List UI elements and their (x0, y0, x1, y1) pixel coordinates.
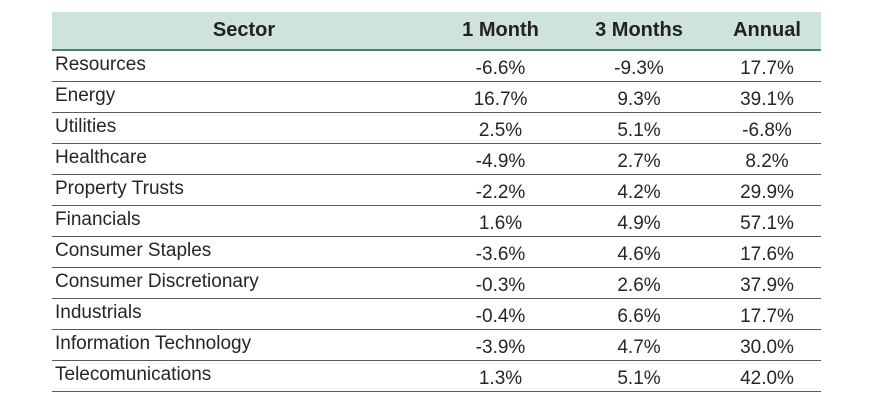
one-month-cell: -4.9% (436, 143, 565, 175)
sector-cell: Utilities (52, 112, 436, 144)
table-row: Consumer Staples -3.6% 4.6% 17.6% (52, 236, 821, 268)
one-month-cell: -3.9% (436, 329, 565, 361)
three-months-cell: 2.6% (565, 267, 713, 299)
sector-cell: Industrials (52, 298, 436, 330)
three-months-cell: 2.7% (565, 143, 713, 175)
table-row: Property Trusts -2.2% 4.2% 29.9% (52, 174, 821, 206)
one-month-cell: -0.3% (436, 267, 565, 299)
three-months-cell: 4.6% (565, 236, 713, 268)
sector-cell: Property Trusts (52, 174, 436, 206)
table-body: Resources -6.6% -9.3% 17.7% Energy 16.7%… (52, 50, 821, 392)
sector-cell: Consumer Discretionary (52, 267, 436, 299)
annual-cell: 17.7% (713, 298, 821, 330)
table-row: Industrials -0.4% 6.6% 17.7% (52, 298, 821, 330)
three-months-cell: 5.1% (565, 360, 713, 392)
sector-cell: Energy (52, 81, 436, 113)
three-months-cell: 5.1% (565, 112, 713, 144)
column-header-annual: Annual (713, 12, 821, 51)
sector-cell: Telecomunications (52, 360, 436, 392)
one-month-cell: 1.6% (436, 205, 565, 237)
three-months-cell: 6.6% (565, 298, 713, 330)
table-row: Information Technology -3.9% 4.7% 30.0% (52, 329, 821, 361)
table-row: Telecomunications 1.3% 5.1% 42.0% (52, 360, 821, 392)
annual-cell: 37.9% (713, 267, 821, 299)
annual-cell: 30.0% (713, 329, 821, 361)
one-month-cell: 2.5% (436, 112, 565, 144)
one-month-cell: 16.7% (436, 81, 565, 113)
sector-cell: Information Technology (52, 329, 436, 361)
annual-cell: 17.6% (713, 236, 821, 268)
three-months-cell: 4.2% (565, 174, 713, 206)
column-header-sector: Sector (52, 12, 436, 51)
annual-cell: 17.7% (713, 50, 821, 82)
one-month-cell: 1.3% (436, 360, 565, 392)
header-row: Sector 1 Month 3 Months Annual (52, 12, 821, 51)
table-row: Utilities 2.5% 5.1% -6.8% (52, 112, 821, 144)
table-header: Sector 1 Month 3 Months Annual (52, 12, 821, 51)
one-month-cell: -3.6% (436, 236, 565, 268)
annual-cell: -6.8% (713, 112, 821, 144)
annual-cell: 57.1% (713, 205, 821, 237)
annual-cell: 42.0% (713, 360, 821, 392)
sector-cell: Resources (52, 50, 436, 82)
table-row: Energy 16.7% 9.3% 39.1% (52, 81, 821, 113)
sector-cell: Consumer Staples (52, 236, 436, 268)
table-row: Resources -6.6% -9.3% 17.7% (52, 50, 821, 82)
column-header-1-month: 1 Month (436, 12, 565, 51)
one-month-cell: -0.4% (436, 298, 565, 330)
table-row: Healthcare -4.9% 2.7% 8.2% (52, 143, 821, 175)
three-months-cell: -9.3% (565, 50, 713, 82)
table-row: Financials 1.6% 4.9% 57.1% (52, 205, 821, 237)
sector-performance-table: Sector 1 Month 3 Months Annual Resources… (52, 12, 821, 392)
sector-cell: Healthcare (52, 143, 436, 175)
annual-cell: 29.9% (713, 174, 821, 206)
sector-cell: Financials (52, 205, 436, 237)
one-month-cell: -6.6% (436, 50, 565, 82)
three-months-cell: 9.3% (565, 81, 713, 113)
column-header-3-months: 3 Months (565, 12, 713, 51)
table-row: Consumer Discretionary -0.3% 2.6% 37.9% (52, 267, 821, 299)
sector-performance-table-container: Sector 1 Month 3 Months Annual Resources… (52, 12, 821, 392)
annual-cell: 8.2% (713, 143, 821, 175)
annual-cell: 39.1% (713, 81, 821, 113)
three-months-cell: 4.7% (565, 329, 713, 361)
one-month-cell: -2.2% (436, 174, 565, 206)
three-months-cell: 4.9% (565, 205, 713, 237)
